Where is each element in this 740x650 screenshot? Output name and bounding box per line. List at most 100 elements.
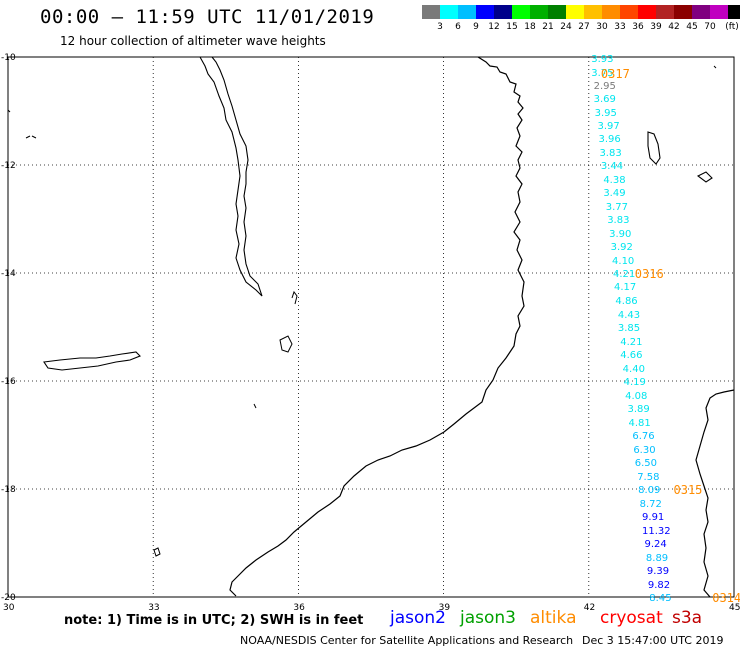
legend-swatch bbox=[602, 5, 620, 19]
legend-swatch bbox=[638, 5, 656, 19]
legend-swatch bbox=[656, 5, 674, 19]
swh-value: 3.69 bbox=[594, 94, 616, 105]
time-label: 0316 bbox=[635, 267, 664, 281]
swh-value: 3.97 bbox=[598, 121, 620, 132]
swh-value: 6.50 bbox=[635, 458, 657, 469]
swh-value: 4.40 bbox=[623, 364, 645, 375]
altimeter-track: 3.93 3.75 2.95 3.69 3.95 3.97 3.96 3.83 3.44 4.38… bbox=[591, 54, 740, 605]
swh-value: 8.45 bbox=[649, 593, 671, 604]
swh-value: 3.44 bbox=[601, 161, 623, 172]
map-title: 00:00 – 11:59 UTC 11/01/2019 bbox=[40, 6, 375, 28]
swh-value: 9.39 bbox=[647, 566, 669, 577]
legend-label: 24 bbox=[560, 22, 572, 32]
lon-label: 36 bbox=[293, 603, 305, 613]
legend-swatch bbox=[476, 5, 494, 19]
madagascar-coastline bbox=[695, 389, 735, 598]
legend-label: 45 bbox=[686, 22, 698, 32]
lon-label: 30 bbox=[3, 603, 15, 613]
legend-label: 9 bbox=[473, 22, 479, 32]
legend-label: 15 bbox=[506, 22, 518, 32]
satellite-s3a: s3a bbox=[672, 608, 703, 628]
legend-label: 36 bbox=[632, 22, 644, 32]
swh-value: 4.38 bbox=[603, 175, 625, 186]
swh-value: 7.58 bbox=[637, 472, 659, 483]
lake-malawi bbox=[199, 56, 263, 297]
legend-label: 6 bbox=[455, 22, 461, 32]
legend-swatch bbox=[548, 5, 566, 19]
legend-swatch bbox=[674, 5, 692, 19]
legend-label: 12 bbox=[488, 22, 500, 32]
swh-value: 6.30 bbox=[633, 445, 655, 456]
swh-value: 2.95 bbox=[594, 81, 616, 92]
legend-label: 39 bbox=[650, 22, 662, 32]
swh-value: 3.49 bbox=[603, 188, 625, 199]
swh-value: 4.66 bbox=[620, 350, 642, 361]
swh-value: 4.43 bbox=[618, 310, 640, 321]
color-legend-labels: 3 6 9 12 15 18 21 24 27 30 33 36 39 42 45 70 (ft) bbox=[422, 22, 740, 34]
swh-value: 4.21 bbox=[613, 269, 635, 280]
lat-label: -20 bbox=[1, 593, 16, 603]
swh-value: 3.93 bbox=[591, 54, 613, 65]
swh-value: 9.24 bbox=[644, 539, 666, 550]
legend-label: 18 bbox=[524, 22, 536, 32]
swh-value: 8.89 bbox=[646, 553, 668, 564]
swh-value: 3.85 bbox=[618, 323, 640, 334]
legend-swatch bbox=[584, 5, 602, 19]
swh-value: 3.83 bbox=[599, 148, 621, 159]
swh-value: 8.72 bbox=[640, 499, 662, 510]
swh-value: 9.82 bbox=[648, 580, 670, 591]
swh-value: 4.81 bbox=[628, 418, 650, 429]
time-label: 0315 bbox=[674, 483, 703, 497]
legend-label: 33 bbox=[614, 22, 626, 32]
swh-value: 8.09 bbox=[638, 485, 660, 496]
small-lake bbox=[25, 135, 37, 139]
swh-value: 4.19 bbox=[624, 377, 646, 388]
lon-label: 45 bbox=[729, 603, 740, 613]
mozambique-coastline bbox=[229, 56, 525, 597]
legend-swatch bbox=[566, 5, 584, 19]
legend-label: 30 bbox=[596, 22, 608, 32]
swh-value: 3.83 bbox=[607, 215, 629, 226]
legend-swatch bbox=[728, 5, 740, 19]
satellite-jason2: jason2 bbox=[390, 608, 446, 628]
comoros-island-3 bbox=[713, 65, 717, 69]
map-subtitle: 12 hour collection of altimeter wave hei… bbox=[60, 34, 326, 48]
swh-value: 4.21 bbox=[620, 337, 642, 348]
legend-swatch bbox=[710, 5, 728, 19]
lat-label: -16 bbox=[1, 377, 16, 387]
legend-swatch bbox=[620, 5, 638, 19]
swh-value: 3.92 bbox=[611, 242, 633, 253]
legend-label: 3 bbox=[437, 22, 443, 32]
credit-date: Dec 3 15:47:00 UTC 2019 bbox=[582, 634, 724, 647]
grid-lines bbox=[8, 57, 734, 597]
map-frame bbox=[7, 56, 735, 598]
lat-label: -18 bbox=[1, 485, 16, 495]
lat-label: -14 bbox=[1, 269, 16, 279]
lake-kariba-fragment bbox=[153, 547, 161, 557]
legend-label: 21 bbox=[542, 22, 554, 32]
satellite-jason3: jason3 bbox=[460, 608, 516, 628]
shire-river bbox=[291, 290, 298, 305]
swh-value: 9.91 bbox=[642, 512, 664, 523]
satellite-cryosat: cryosat bbox=[600, 608, 663, 628]
small-lake-2 bbox=[7, 109, 11, 113]
swh-value: 6.76 bbox=[632, 431, 654, 442]
legend-label: 27 bbox=[578, 22, 590, 32]
legend-label: 70 bbox=[704, 22, 716, 32]
small-lake-3 bbox=[253, 403, 257, 409]
swh-value: 3.75 bbox=[591, 68, 613, 79]
swh-value: 4.86 bbox=[615, 296, 637, 307]
swh-value: 4.08 bbox=[625, 391, 647, 402]
lon-label: 39 bbox=[439, 603, 451, 613]
swh-value: 3.89 bbox=[628, 404, 650, 415]
lake-chilwa bbox=[279, 335, 293, 353]
swh-value: 3.95 bbox=[595, 108, 617, 119]
lat-label: -12 bbox=[1, 161, 16, 171]
time-label: 0314 bbox=[712, 591, 740, 605]
legend-swatch bbox=[692, 5, 710, 19]
legend-swatch bbox=[512, 5, 530, 19]
legend-swatch bbox=[530, 5, 548, 19]
swh-value: 3.77 bbox=[606, 202, 628, 213]
